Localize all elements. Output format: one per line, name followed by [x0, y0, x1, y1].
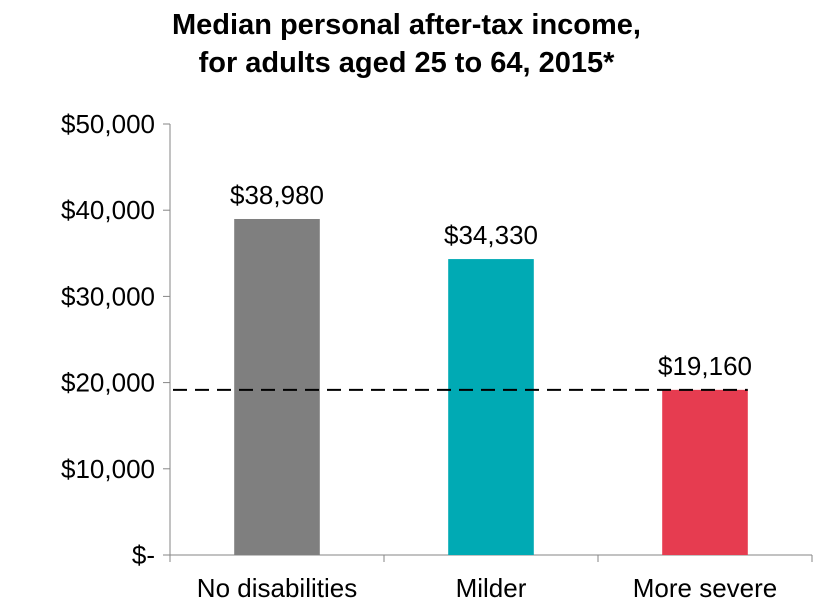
- chart-title-line-1: Median personal after-tax income,: [172, 9, 641, 41]
- chart-title: Median personal after-tax income, for ad…: [0, 6, 813, 82]
- y-tick-label: $50,000: [61, 109, 155, 139]
- chart-title-line-2: for adults aged 25 to 64, 2015*: [198, 47, 615, 79]
- bar-1: [234, 218, 320, 555]
- y-tick-label: $-: [132, 540, 155, 570]
- data-label-3: $19,160: [658, 351, 752, 381]
- x-tick-label-1: No disabilities: [197, 573, 357, 603]
- bar-3: [662, 389, 748, 555]
- data-label-1: $38,980: [230, 180, 324, 210]
- y-tick-label: $40,000: [61, 195, 155, 225]
- bar-2: [448, 259, 534, 555]
- y-tick-label: $20,000: [61, 368, 155, 398]
- y-tick-label: $10,000: [61, 454, 155, 484]
- data-label-2: $34,330: [444, 220, 538, 250]
- x-tick-label-3: More severe: [633, 573, 778, 603]
- y-tick-label: $30,000: [61, 281, 155, 311]
- x-tick-label-2: Milder: [456, 573, 527, 603]
